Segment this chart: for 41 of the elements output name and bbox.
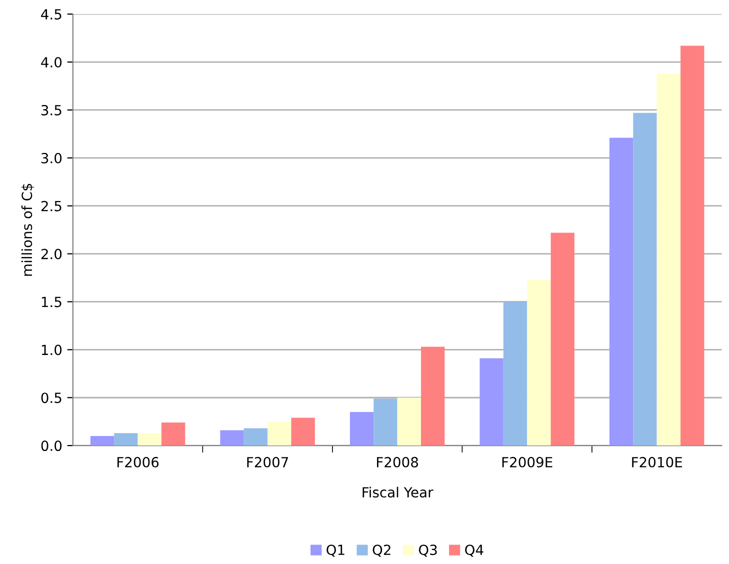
bar xyxy=(503,302,528,446)
bar xyxy=(480,358,504,446)
bar xyxy=(114,433,138,446)
bar xyxy=(244,428,268,446)
legend-label: Q4 xyxy=(465,544,484,557)
bar xyxy=(220,430,244,446)
y-tick-label: 3.0 xyxy=(41,152,62,164)
bar xyxy=(397,398,421,446)
y-tick-label: 2.0 xyxy=(41,248,62,260)
y-tick-label: 2.5 xyxy=(41,200,62,212)
bar xyxy=(550,232,574,446)
y-axis-title: millions of C$ xyxy=(21,184,34,276)
bar xyxy=(374,398,398,446)
x-tick-label: F2009E xyxy=(502,456,552,468)
y-tick-label: 0.0 xyxy=(41,440,62,452)
y-tick-label: 4.5 xyxy=(41,9,62,20)
legend-label: Q2 xyxy=(372,544,390,557)
y-tick-label: 4.0 xyxy=(41,57,62,68)
x-tick-label: F2008 xyxy=(377,456,418,468)
y-tick-label: 0.5 xyxy=(41,392,62,404)
x-axis-title: Fiscal Year xyxy=(362,486,434,498)
bar xyxy=(268,422,292,446)
bar xyxy=(609,138,634,446)
bar xyxy=(291,418,315,446)
bar xyxy=(420,346,445,446)
bar xyxy=(656,74,681,446)
x-tick-label: F2006 xyxy=(117,456,159,468)
x-tick-label: F2007 xyxy=(247,456,288,468)
legend-label: Q1 xyxy=(326,544,344,557)
bar xyxy=(90,436,114,446)
bar xyxy=(138,433,162,446)
bar xyxy=(633,112,657,446)
bar xyxy=(161,422,186,446)
bar xyxy=(527,280,551,446)
bar xyxy=(350,412,374,446)
y-tick-label: 1.5 xyxy=(42,296,62,308)
x-tick-label: F2010E xyxy=(632,456,682,468)
y-tick-label: 3.5 xyxy=(41,104,62,116)
y-tick-label: 1.0 xyxy=(42,344,62,356)
legend-label: Q3 xyxy=(418,544,437,557)
bar xyxy=(680,46,704,446)
